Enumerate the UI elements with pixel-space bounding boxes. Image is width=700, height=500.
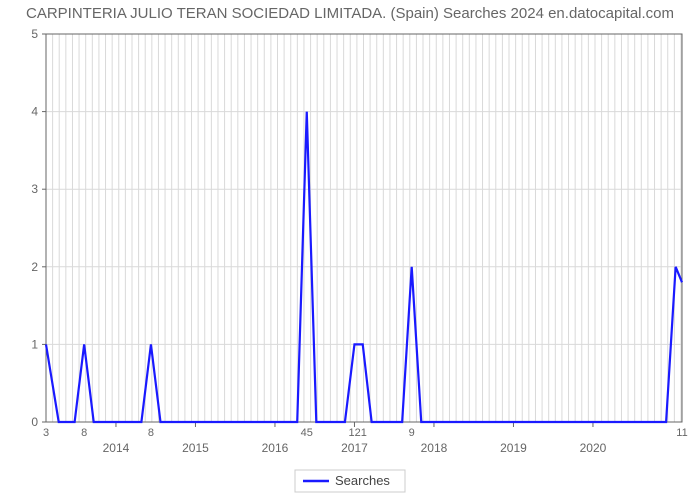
svg-text:2018: 2018	[421, 441, 448, 455]
svg-text:2019: 2019	[500, 441, 527, 455]
svg-text:2: 2	[31, 260, 38, 274]
svg-text:11: 11	[676, 427, 687, 439]
svg-text:5: 5	[31, 27, 38, 41]
svg-text:1: 1	[31, 337, 38, 351]
svg-text:3: 3	[31, 182, 38, 196]
searches-chart: CARPINTERIA JULIO TERAN SOCIEDAD LIMITAD…	[0, 0, 700, 500]
svg-text:0: 0	[31, 415, 38, 429]
chart-svg: CARPINTERIA JULIO TERAN SOCIEDAD LIMITAD…	[0, 0, 700, 500]
svg-text:2015: 2015	[182, 441, 209, 455]
chart-title: CARPINTERIA JULIO TERAN SOCIEDAD LIMITAD…	[26, 5, 674, 22]
legend-label: Searches	[335, 473, 390, 488]
svg-text:121: 121	[348, 427, 366, 439]
svg-text:45: 45	[301, 427, 313, 439]
svg-text:4: 4	[31, 105, 38, 119]
svg-text:8: 8	[81, 427, 87, 439]
svg-text:2016: 2016	[262, 441, 289, 455]
svg-text:2017: 2017	[341, 441, 368, 455]
svg-text:2014: 2014	[103, 441, 130, 455]
svg-text:9: 9	[409, 427, 415, 439]
svg-text:8: 8	[148, 427, 154, 439]
svg-text:2020: 2020	[580, 441, 607, 455]
legend: Searches	[295, 470, 405, 492]
svg-text:3: 3	[43, 427, 49, 439]
